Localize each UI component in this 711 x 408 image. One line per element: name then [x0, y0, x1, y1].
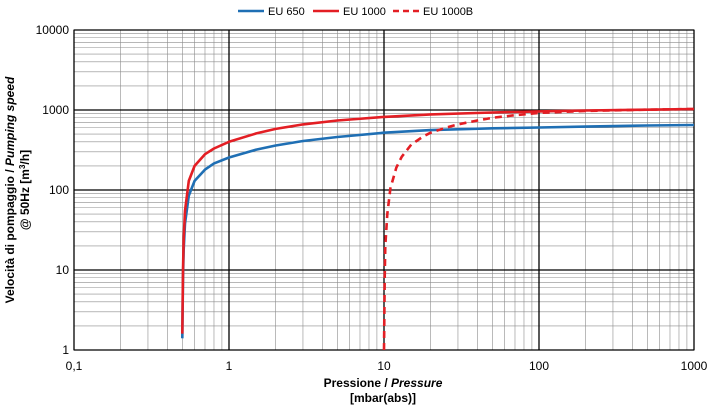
- y-tick-label: 1: [62, 343, 69, 357]
- y-tick-label: 10: [56, 263, 70, 277]
- legend: EU 650 EU 1000 EU 1000B: [238, 6, 473, 18]
- y-tick-label: 100: [49, 183, 69, 197]
- x-tick-label: 0,1: [66, 359, 83, 373]
- x-tick-label: 10: [377, 359, 391, 373]
- x-axis-title-plain: Pressione /: [324, 376, 391, 390]
- y-tick-labels: 1 10 100 1000 10000: [36, 23, 70, 357]
- y-axis-unit: @ 50Hz [m3/h]: [18, 150, 32, 230]
- series-line: [382, 107, 695, 351]
- x-axis-title: Pressione / Pressure: [324, 376, 443, 390]
- x-axis-title-italic: Pressure: [391, 376, 443, 390]
- x-tick-label: 1000: [681, 359, 708, 373]
- legend-label: EU 1000: [343, 6, 386, 18]
- y-tick-label: 10000: [36, 23, 70, 37]
- x-tick-label: 100: [529, 359, 549, 373]
- y-axis-title: Velocità di pompaggio / Pumping speed: [3, 76, 17, 303]
- legend-label: EU 1000B: [423, 6, 473, 18]
- y-axis-title-group: Velocità di pompaggio / Pumping speed: [3, 76, 17, 303]
- series-line: [181, 107, 695, 334]
- series-lines: [181, 107, 695, 351]
- y-axis-title-italic: Pumping speed: [3, 76, 17, 166]
- y-axis-title-plain: Velocità di pompaggio /: [3, 166, 17, 303]
- x-tick-labels: 0,1 1 10 100 1000: [66, 359, 708, 373]
- x-axis-unit: [mbar(abs)]: [350, 391, 416, 405]
- y-axis-unit-a: @ 50Hz [m: [18, 169, 32, 230]
- y-axis-unit-sup: 3: [18, 164, 27, 169]
- y-tick-label: 1000: [42, 103, 69, 117]
- y-axis-unit-b: /h]: [18, 150, 32, 165]
- x-tick-label: 1: [226, 359, 233, 373]
- legend-label: EU 650: [268, 6, 305, 18]
- y-axis-unit-group: @ 50Hz [m3/h]: [18, 150, 32, 230]
